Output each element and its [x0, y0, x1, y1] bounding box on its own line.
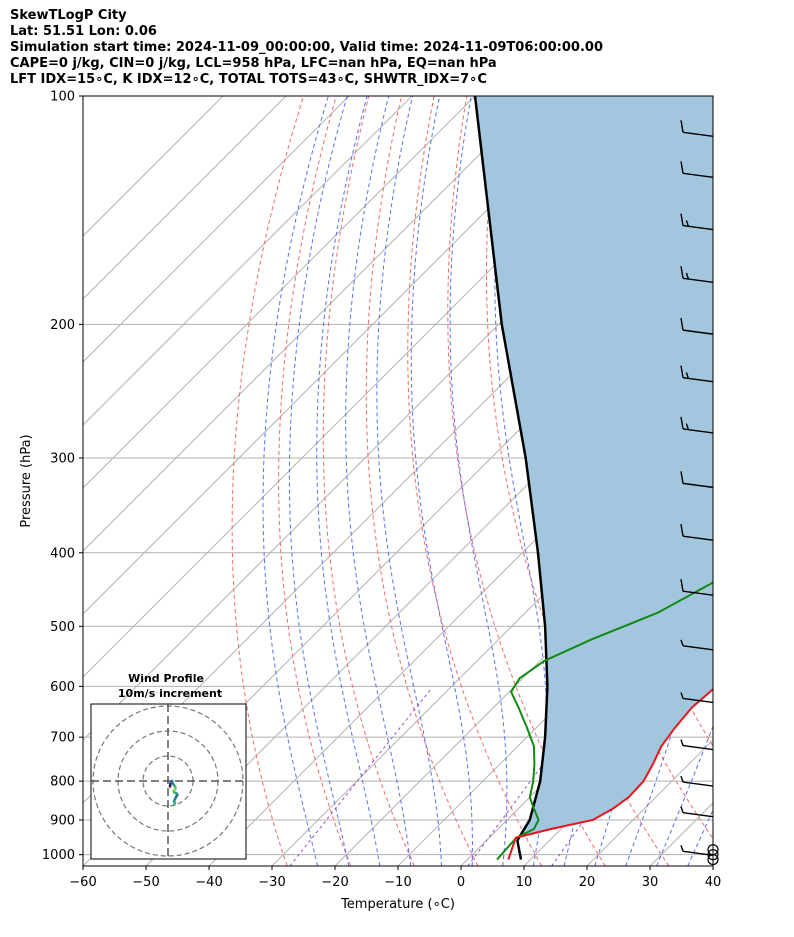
dry-adiabat-line	[231, 96, 305, 866]
wind-barb-flag	[685, 272, 690, 280]
dry-adiabat-line	[365, 96, 479, 866]
mixing-ratio-line	[289, 688, 432, 866]
wind-barb-flag	[680, 739, 684, 746]
wind-barb-flag	[680, 692, 684, 699]
x-tick-label: −30	[258, 875, 285, 890]
dry-adiabat-line	[728, 96, 794, 866]
hodograph-plot	[91, 704, 246, 859]
wind-barb-flag	[680, 845, 684, 852]
title-cape: CAPE=0 j/kg, CIN=0 j/kg, LCL=958 hPa, LF…	[10, 56, 497, 71]
dry-adiabat-line	[407, 96, 543, 866]
isotherm-line	[83, 96, 350, 363]
wind-barb-flag	[680, 266, 684, 279]
y-tick-label: 800	[50, 775, 75, 790]
dry-adiabat-line	[278, 96, 352, 866]
x-axis-label: Temperature (∘C)	[340, 897, 455, 912]
hodograph-title: Wind Profile	[128, 672, 204, 685]
wind-barb-flag	[680, 416, 684, 429]
y-tick-label: 300	[50, 451, 75, 466]
wind-barb-shaft	[682, 482, 714, 489]
title-station: SkewTLogP City	[10, 8, 127, 23]
cin-shading	[475, 96, 713, 838]
y-tick-label: 200	[50, 318, 75, 333]
moist-adiabat-line	[656, 724, 713, 866]
y-tick-label: 100	[50, 90, 75, 105]
wind-barb-shaft	[682, 811, 714, 818]
dry-adiabat-line	[322, 96, 415, 866]
title-latlon: Lat: 51.51 Lon: 0.06	[10, 24, 157, 39]
moist-adiabat-line	[449, 96, 508, 866]
wind-barb-shaft	[682, 535, 714, 541]
dry-adiabat-line	[447, 96, 606, 866]
title-indices: LFT IDX=15∘C, K IDX=12∘C, TOTAL TOTS=43∘…	[10, 72, 487, 87]
isotherm-line	[83, 96, 539, 552]
temperature-line	[507, 687, 713, 860]
isotherm-line	[712, 865, 713, 866]
moist-adiabat-line	[494, 96, 548, 866]
wind-barb-flag	[680, 775, 684, 783]
dewpoint-line	[496, 581, 713, 861]
wind-barb-flag	[680, 524, 684, 537]
x-tick-label: −20	[321, 875, 348, 890]
dry-adiabat-line	[760, 96, 794, 866]
hodograph-segment	[172, 801, 177, 807]
isotherm-line	[83, 96, 287, 300]
moist-adiabat-line	[262, 96, 329, 866]
y-tick-label: 400	[50, 546, 75, 561]
wind-barb-flag	[685, 372, 690, 379]
isotherm-line	[83, 96, 476, 489]
wind-barb-shaft	[682, 172, 714, 179]
hodograph-subtitle: 10m/s increment	[118, 687, 222, 700]
wind-barb-flag	[685, 220, 690, 227]
x-tick-label: 20	[579, 875, 596, 890]
isotherm-line	[83, 96, 602, 615]
isotherm-line	[83, 96, 224, 237]
wind-barb-shaft	[682, 131, 714, 137]
y-tick-label: 600	[50, 680, 75, 695]
wind-barb-shaft	[682, 329, 714, 335]
wind-barb-flag	[680, 471, 684, 484]
wind-barb-flag	[680, 120, 684, 133]
x-tick-label: 0	[457, 875, 465, 890]
x-tick-label: −60	[69, 875, 96, 890]
wind-barb-shaft	[682, 697, 714, 704]
y-tick-label: 900	[50, 813, 75, 828]
wind-barb-flag	[680, 213, 684, 226]
y-tick-label: 1000	[42, 848, 75, 863]
x-tick-label: 30	[642, 875, 659, 890]
x-tick-label: −40	[195, 875, 222, 890]
wind-barb-flag	[680, 365, 684, 378]
wind-barb-flag	[680, 806, 684, 813]
y-tick-label: 500	[50, 620, 75, 635]
y-axis-label: Pressure (hPa)	[19, 434, 34, 527]
x-tick-label: 40	[705, 875, 722, 890]
moist-adiabat-line	[625, 96, 713, 866]
wind-barb-flag	[680, 318, 684, 331]
x-tick-label: 10	[516, 875, 533, 890]
wind-barb-shaft	[682, 781, 714, 787]
moist-adiabat-line	[410, 96, 473, 866]
wind-barb-shaft	[682, 645, 714, 651]
wind-barb-flag	[680, 639, 684, 647]
wind-barb-shaft	[682, 590, 714, 596]
x-tick-label: −10	[384, 875, 411, 890]
wind-barb-shaft	[682, 850, 714, 857]
moist-adiabat-line	[687, 808, 713, 866]
moist-adiabat-line	[376, 96, 442, 866]
wind-barb-shaft	[682, 744, 714, 751]
y-tick-label: 700	[50, 731, 75, 746]
x-tick-label: −50	[132, 875, 159, 890]
isotherm-line	[83, 96, 413, 426]
wind-barb-flag	[680, 161, 684, 174]
wind-barb-flag	[680, 579, 684, 592]
isotherm-line	[397, 550, 713, 866]
wind-barb-flag	[685, 423, 690, 430]
title-times: Simulation start time: 2024-11-09_00:00:…	[10, 40, 603, 55]
